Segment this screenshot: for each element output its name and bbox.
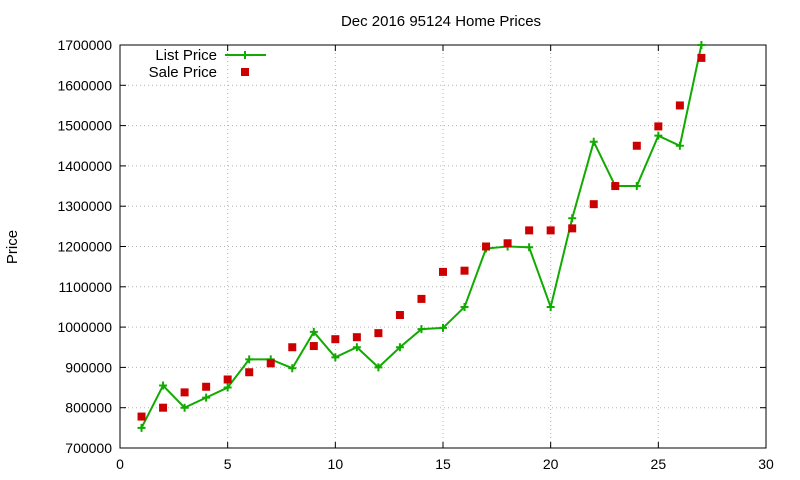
data-point-sale-price (309, 342, 318, 351)
x-tick-label: 10 (328, 456, 344, 472)
data-point-list-price (137, 423, 146, 432)
data-point-sale-price (503, 239, 512, 248)
y-tick-label: 900000 (65, 359, 112, 375)
x-tick-label: 20 (543, 456, 559, 472)
x-tick-label: 15 (435, 456, 451, 472)
data-point-list-price (589, 137, 598, 146)
data-point-sale-price (395, 311, 404, 320)
y-tick-label: 1700000 (57, 37, 112, 53)
y-tick-label: 1600000 (57, 77, 112, 93)
legend-marker-sale-price (241, 68, 249, 76)
data-point-sale-price (525, 226, 534, 235)
y-tick-label: 800000 (65, 400, 112, 416)
y-tick-label: 1100000 (59, 279, 113, 295)
data-point-list-price (180, 403, 189, 412)
legend-marker-list-price (241, 51, 249, 59)
data-point-sale-price (352, 333, 361, 342)
grid-lines (120, 45, 766, 448)
y-tick-label: 1500000 (57, 118, 112, 134)
data-point-sale-price (374, 329, 383, 338)
y-tick-label: 1300000 (57, 198, 112, 214)
data-point-sale-price (611, 182, 620, 191)
data-point-sale-price (568, 224, 577, 233)
data-point-sale-price (159, 403, 168, 412)
data-point-list-price (546, 302, 555, 311)
data-point-list-price (159, 381, 168, 390)
data-point-sale-price (266, 359, 275, 368)
data-point-sale-price (460, 266, 469, 275)
data-point-list-price (245, 355, 254, 364)
data-point-sale-price (223, 375, 232, 384)
data-point-list-price (417, 325, 426, 334)
x-tick-label: 5 (224, 456, 232, 472)
data-point-list-price (697, 41, 706, 49)
data-point-sale-price (137, 412, 146, 421)
x-tick-label: 25 (651, 456, 667, 472)
data-point-list-price (439, 323, 447, 332)
data-point-list-price (374, 363, 383, 372)
data-point-list-price (223, 383, 232, 392)
data-point-sale-price (180, 388, 189, 397)
data-point-sale-price (482, 242, 491, 251)
legend-label-list-price: List Price (155, 47, 217, 64)
x-tick-label: 0 (116, 456, 124, 472)
legend-label-sale-price: Sale Price (149, 64, 217, 81)
data-point-list-price (331, 353, 340, 362)
data-point-list-price (525, 243, 534, 252)
y-axis-label: Price (4, 230, 21, 264)
plot-frame (119, 44, 767, 449)
x-tick-label: 30 (758, 456, 774, 472)
data-point-sale-price (675, 101, 684, 110)
data-point-sale-price (417, 294, 426, 303)
chart-title: Dec 2016 95124 Home Prices (341, 13, 541, 30)
legend-marks (225, 51, 266, 76)
data-point-sale-price (632, 141, 641, 150)
data-point-list-price (352, 343, 361, 352)
data-point-sale-price (245, 368, 254, 377)
series-list-price (137, 41, 706, 432)
data-point-list-price (654, 131, 663, 140)
data-point-sale-price (697, 53, 706, 62)
series-layer (137, 41, 706, 432)
y-tick-label: 700000 (65, 440, 112, 456)
data-point-sale-price (439, 267, 447, 276)
data-point-list-price (460, 302, 469, 311)
series-line-list-price (140, 44, 703, 429)
data-point-sale-price (654, 122, 663, 131)
data-point-list-price (309, 327, 318, 336)
data-point-sale-price (589, 200, 598, 209)
data-point-sale-price (546, 226, 555, 235)
data-point-list-price (395, 343, 404, 352)
data-point-list-price (632, 182, 641, 191)
y-tick-label: 1200000 (57, 239, 112, 255)
data-point-sale-price (331, 335, 340, 344)
y-tick-label: 1400000 (57, 158, 112, 174)
data-point-sale-price (202, 382, 211, 391)
data-point-list-price (288, 364, 297, 373)
axis-ticks: 700000 800000 900000 1000000 1100000 1200000 1… (57, 37, 774, 472)
y-tick-label: 1000000 (57, 319, 112, 335)
data-point-list-price (202, 393, 211, 402)
series-sale-price (137, 53, 706, 421)
legend: List Price Sale Price (149, 47, 266, 81)
data-point-sale-price (288, 343, 297, 352)
data-point-list-price (675, 141, 684, 150)
data-point-list-price (568, 214, 577, 223)
